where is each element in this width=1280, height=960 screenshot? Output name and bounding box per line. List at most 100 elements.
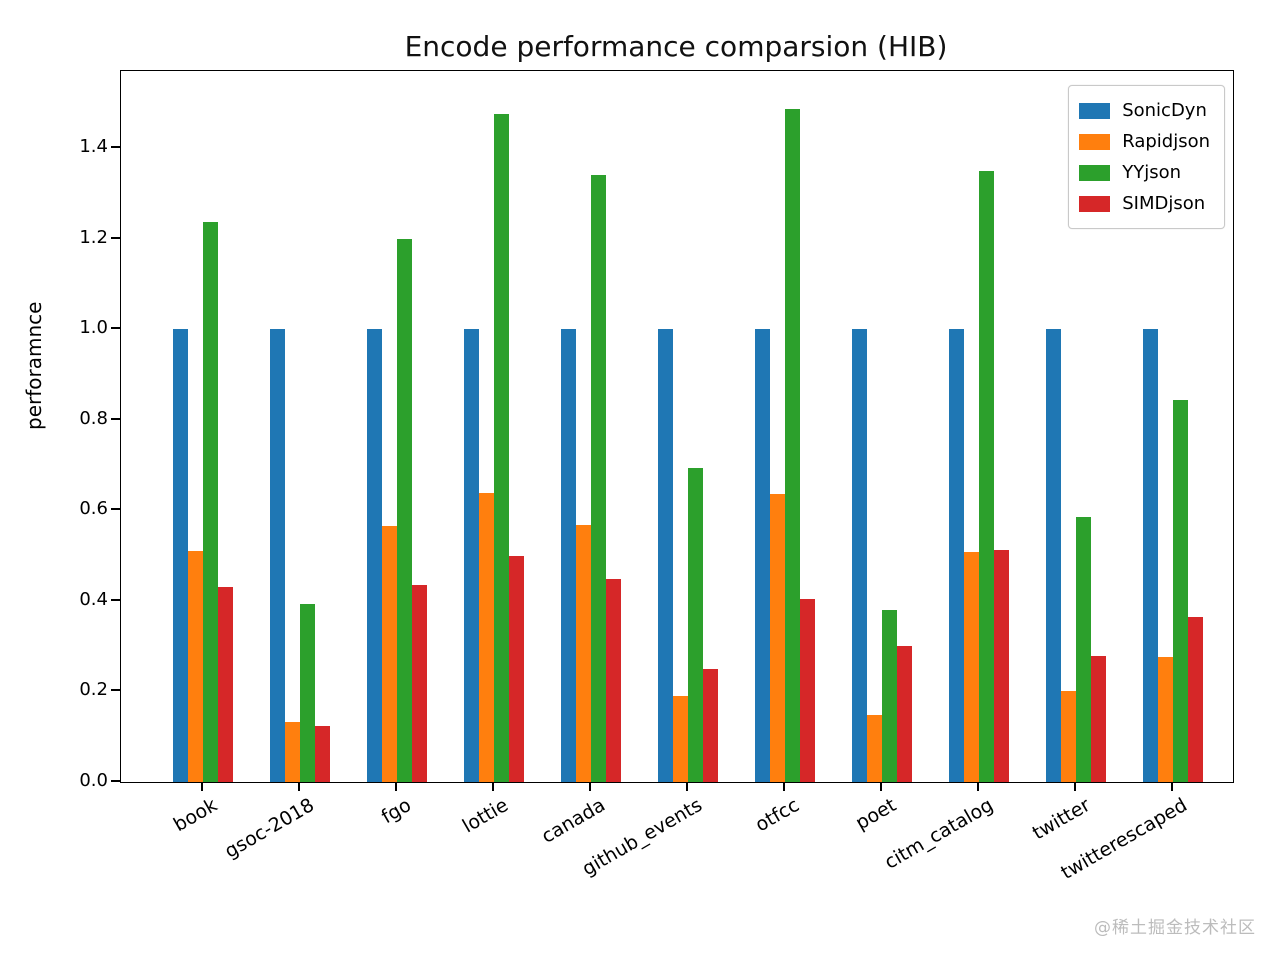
x-tick-mark <box>1074 782 1076 791</box>
y-tick-mark <box>111 236 120 239</box>
bar-simdjson-github_events <box>703 669 718 782</box>
legend-item-yyjson: YYjson <box>1079 157 1210 188</box>
bar-rapidjson-poet <box>867 715 882 782</box>
x-tick-mark <box>783 782 785 791</box>
bar-sonicdyn-otfcc <box>755 329 770 782</box>
legend: SonicDyn Rapidjson YYjson SIMDjson <box>1068 85 1225 229</box>
bar-rapidjson-fgo <box>382 526 397 782</box>
y-tick-mark <box>111 145 120 148</box>
y-tick-label: 1.0 <box>79 317 108 339</box>
y-tick-label: 0.0 <box>79 770 108 791</box>
bar-simdjson-lottie <box>509 556 524 782</box>
x-tick-label-citm_catalog: citm_catalog <box>880 794 997 874</box>
legend-item-rapidjson: Rapidjson <box>1079 126 1210 157</box>
bar-simdjson-poet <box>897 646 912 782</box>
x-tick-label-book: book <box>169 794 221 837</box>
legend-label: SonicDyn <box>1122 100 1207 121</box>
x-tick-label-twitter: twitter <box>1028 794 1094 845</box>
legend-item-simdjson: SIMDjson <box>1079 188 1210 219</box>
plot-area: SonicDyn Rapidjson YYjson SIMDjson <box>120 70 1234 783</box>
legend-label: Rapidjson <box>1122 131 1210 152</box>
bar-simdjson-otfcc <box>800 599 815 782</box>
y-tick-mark <box>111 508 120 511</box>
bar-yyjson-book <box>203 222 218 782</box>
legend-swatch-icon <box>1079 195 1111 212</box>
bar-simdjson-citm_catalog <box>994 550 1009 782</box>
bar-simdjson-book <box>218 587 233 782</box>
chart-title: Encode performance comparsion (HIB) <box>404 30 948 63</box>
y-tick-mark <box>111 598 120 601</box>
watermark: @稀土掘金技术社区 <box>1094 918 1256 938</box>
bar-rapidjson-book <box>188 551 203 782</box>
y-tick-mark <box>111 780 120 782</box>
x-tick-label-canada: canada <box>537 794 609 848</box>
bar-simdjson-twitterescaped <box>1188 617 1203 782</box>
y-tick-mark <box>111 689 120 692</box>
y-tick-label: 1.4 <box>79 135 108 157</box>
bar-sonicdyn-lottie <box>464 329 479 782</box>
y-tick-label: 1.2 <box>79 226 108 248</box>
legend-swatch-icon <box>1079 133 1111 150</box>
x-tick-mark <box>686 782 688 791</box>
bar-sonicdyn-gsoc-2018 <box>270 329 285 782</box>
x-tick-label-twitterescaped: twitterescaped <box>1057 794 1191 884</box>
y-tick-label: 0.4 <box>79 588 108 610</box>
x-tick-mark <box>589 782 591 791</box>
bar-yyjson-fgo <box>397 239 412 782</box>
bar-sonicdyn-poet <box>852 329 867 782</box>
bar-yyjson-otfcc <box>785 109 800 782</box>
bar-simdjson-canada <box>606 579 621 782</box>
legend-swatch-icon <box>1079 102 1111 119</box>
x-tick-label-gsoc-2018: gsoc-2018 <box>221 794 318 863</box>
legend-swatch-icon <box>1079 164 1111 181</box>
bar-yyjson-citm_catalog <box>979 171 994 782</box>
legend-label: SIMDjson <box>1122 193 1206 214</box>
y-axis-label: perforamnce <box>22 301 46 430</box>
bar-rapidjson-twitterescaped <box>1158 657 1173 782</box>
bar-sonicdyn-twitter <box>1046 329 1061 782</box>
bar-rapidjson-gsoc-2018 <box>285 722 300 782</box>
bar-yyjson-canada <box>591 175 606 782</box>
bar-sonicdyn-canada <box>561 329 576 782</box>
legend-label: YYjson <box>1122 162 1181 183</box>
bar-rapidjson-otfcc <box>770 494 785 782</box>
x-tick-mark <box>298 782 300 791</box>
bar-sonicdyn-fgo <box>367 329 382 782</box>
x-tick-label-poet: poet <box>851 794 900 835</box>
bar-yyjson-gsoc-2018 <box>300 604 315 782</box>
x-tick-mark <box>395 782 397 791</box>
x-tick-label-github_events: github_events <box>578 794 706 881</box>
y-tick-mark <box>111 417 120 420</box>
y-tick-label: 0.8 <box>79 407 108 429</box>
bar-rapidjson-github_events <box>673 696 688 782</box>
bar-yyjson-lottie <box>494 114 509 782</box>
bar-rapidjson-twitter <box>1061 691 1076 782</box>
bar-simdjson-gsoc-2018 <box>315 726 330 782</box>
x-tick-label-otfcc: otfcc <box>751 794 803 837</box>
x-tick-label-lottie: lottie <box>458 794 512 838</box>
x-tick-mark <box>977 782 979 791</box>
x-tick-mark <box>880 782 882 791</box>
bar-sonicdyn-github_events <box>658 329 673 782</box>
bar-sonicdyn-twitterescaped <box>1143 329 1158 782</box>
bar-sonicdyn-citm_catalog <box>949 329 964 782</box>
bar-rapidjson-canada <box>576 525 591 782</box>
y-tick-label: 0.6 <box>79 498 108 520</box>
legend-item-sonicdyn: SonicDyn <box>1079 95 1210 126</box>
bar-yyjson-github_events <box>688 468 703 782</box>
x-tick-mark <box>492 782 494 791</box>
bar-rapidjson-citm_catalog <box>964 552 979 782</box>
x-tick-label-fgo: fgo <box>377 794 415 829</box>
bar-rapidjson-lottie <box>479 493 494 782</box>
x-tick-mark <box>1171 782 1173 791</box>
bar-sonicdyn-book <box>173 329 188 782</box>
y-tick-mark <box>111 327 120 330</box>
y-tick-label: 0.2 <box>79 679 108 701</box>
bar-yyjson-twitterescaped <box>1173 400 1188 782</box>
bar-yyjson-poet <box>882 610 897 782</box>
bar-yyjson-twitter <box>1076 517 1091 782</box>
bar-simdjson-twitter <box>1091 656 1106 782</box>
x-tick-mark <box>201 782 203 791</box>
bar-simdjson-fgo <box>412 585 427 782</box>
